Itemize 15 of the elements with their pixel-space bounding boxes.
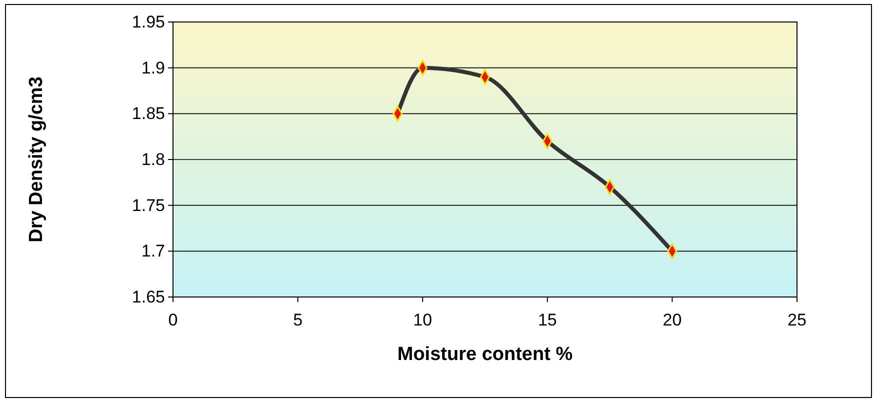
y-tick-label: 1.8 [141,150,165,169]
y-tick-label: 1.7 [141,242,165,261]
y-tick-label: 1.85 [132,104,165,124]
x-tick-label: 25 [788,310,806,330]
y-tick-label: 1.9 [141,58,165,78]
x-tick-label: 10 [413,310,432,330]
x-tick-label: 0 [168,310,178,330]
x-tick-label: 20 [662,310,682,330]
y-tick-label: 1.75 [132,196,165,215]
y-tick-label: 1.65 [132,287,165,306]
y-axis-title: Dry Density g/cm3 [26,76,47,242]
y-tick-label: 1.95 [132,12,165,32]
x-axis-title: Moisture content % [397,344,573,365]
x-tick-label: 15 [538,310,557,330]
x-tick-label: 5 [293,310,303,330]
